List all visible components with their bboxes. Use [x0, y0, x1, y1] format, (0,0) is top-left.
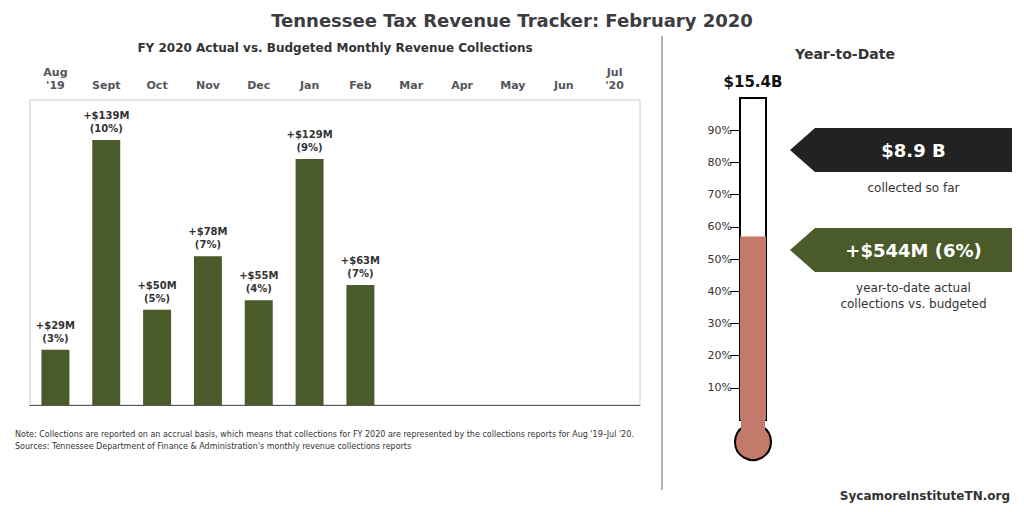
- svg-text:Year-to-Date: Year-to-Date: [794, 46, 895, 62]
- svg-text:'19: '19: [46, 79, 65, 92]
- svg-text:+$50M: +$50M: [137, 280, 176, 291]
- svg-text:20%: 20%: [708, 349, 732, 362]
- svg-text:60%: 60%: [708, 220, 732, 233]
- svg-text:Dec: Dec: [247, 79, 270, 92]
- svg-text:Jul: Jul: [606, 66, 623, 79]
- svg-text:(3%): (3%): [42, 333, 68, 344]
- svg-text:(4%): (4%): [246, 283, 272, 294]
- svg-text:Oct: Oct: [147, 79, 168, 92]
- svg-text:+$78M: +$78M: [188, 226, 227, 237]
- svg-text:+$139M: +$139M: [83, 110, 129, 121]
- svg-text:collections vs. budgeted: collections vs. budgeted: [840, 297, 986, 311]
- svg-text:FY 2020 Actual vs. Budgeted Mo: FY 2020 Actual vs. Budgeted Monthly Reve…: [137, 41, 532, 55]
- svg-text:Tennessee Tax Revenue Tracker:: Tennessee Tax Revenue Tracker: February …: [271, 10, 753, 31]
- svg-text:Jan: Jan: [299, 79, 319, 92]
- svg-text:Mar: Mar: [399, 79, 423, 92]
- svg-text:SycamoreInstituteTN.org: SycamoreInstituteTN.org: [840, 489, 1010, 503]
- svg-text:Feb: Feb: [349, 79, 372, 92]
- svg-text:+$544M (6%): +$544M (6%): [845, 240, 981, 261]
- svg-text:$8.9 B: $8.9 B: [881, 140, 945, 161]
- svg-text:(10%): (10%): [90, 123, 123, 134]
- svg-text:Sources: Tennessee Department: Sources: Tennessee Department of Finance…: [15, 442, 411, 451]
- svg-text:Apr: Apr: [451, 79, 473, 92]
- svg-text:May: May: [500, 79, 525, 92]
- svg-text:30%: 30%: [708, 317, 732, 330]
- svg-text:+$29M: +$29M: [36, 320, 75, 331]
- svg-text:year-to-date actual: year-to-date actual: [856, 281, 971, 295]
- svg-text:collected so far: collected so far: [867, 181, 959, 195]
- svg-text:Nov: Nov: [196, 79, 221, 92]
- svg-text:(7%): (7%): [347, 268, 373, 279]
- svg-text:70%: 70%: [708, 188, 732, 201]
- svg-text:50%: 50%: [708, 253, 732, 266]
- svg-text:Note: Collections are reported: Note: Collections are reported on an acc…: [15, 430, 634, 439]
- svg-text:(9%): (9%): [297, 142, 323, 153]
- svg-text:'20: '20: [605, 79, 624, 92]
- svg-text:Sept: Sept: [92, 79, 121, 92]
- svg-text:+$129M: +$129M: [286, 129, 332, 140]
- svg-text:90%: 90%: [708, 124, 732, 137]
- svg-text:+$55M: +$55M: [239, 270, 278, 281]
- svg-text:80%: 80%: [708, 156, 732, 169]
- svg-text:(7%): (7%): [195, 239, 221, 250]
- svg-text:40%: 40%: [708, 285, 732, 298]
- svg-text:(5%): (5%): [144, 293, 170, 304]
- svg-text:$15.4B: $15.4B: [724, 73, 783, 91]
- svg-text:10%: 10%: [708, 381, 732, 394]
- svg-text:Aug: Aug: [43, 66, 67, 79]
- svg-text:Jun: Jun: [553, 79, 574, 92]
- svg-text:+$63M: +$63M: [341, 255, 380, 266]
